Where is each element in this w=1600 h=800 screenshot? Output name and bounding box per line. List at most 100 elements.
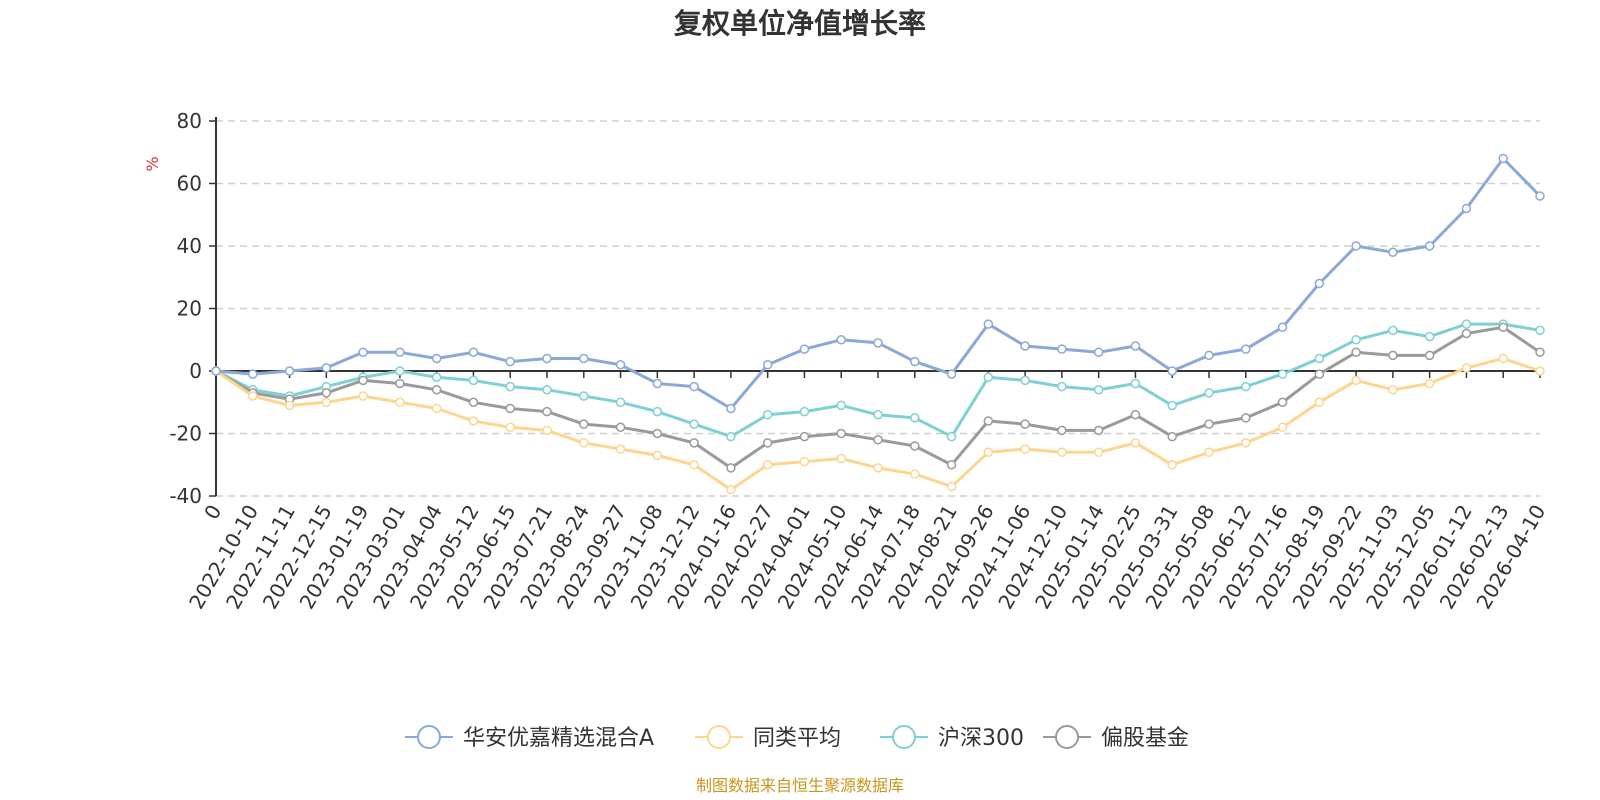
data-point	[358, 375, 368, 386]
data-point	[284, 366, 295, 376]
data-point	[542, 425, 552, 436]
data-point	[468, 375, 479, 386]
data-point	[284, 400, 295, 411]
data-point	[836, 453, 846, 464]
data-point	[1498, 153, 1508, 164]
data-point	[1535, 347, 1545, 357]
data-point	[321, 388, 332, 398]
data-point	[1314, 278, 1325, 289]
data-point	[910, 413, 920, 423]
data-point	[946, 481, 957, 492]
data-point	[1424, 350, 1435, 361]
data-point	[1277, 369, 1288, 379]
data-point	[1130, 378, 1141, 389]
source-note: 制图数据来自恒生聚源数据库	[696, 776, 904, 795]
legend-label: 华安优嘉精选混合A	[463, 726, 654, 751]
data-point	[615, 422, 626, 432]
data-point	[910, 441, 920, 451]
data-point	[873, 410, 883, 420]
data-point	[726, 485, 736, 495]
data-point	[358, 391, 368, 401]
data-point	[615, 397, 626, 407]
data-point	[1241, 344, 1251, 354]
data-point	[983, 372, 994, 382]
data-point	[1461, 319, 1472, 329]
legend-item[interactable]: 偏股基金	[1043, 725, 1189, 751]
data-point	[542, 353, 552, 364]
data-point	[321, 397, 332, 407]
data-point	[505, 356, 515, 367]
y-tick-label: 40	[177, 234, 202, 258]
data-point	[762, 410, 773, 420]
legend-item[interactable]: 华安优嘉精选混合A	[405, 725, 654, 751]
y-axis-unit: %	[143, 156, 162, 171]
data-point	[1461, 363, 1472, 373]
data-point	[652, 406, 663, 417]
data-point	[615, 360, 626, 370]
data-point	[358, 347, 368, 357]
data-point	[395, 347, 405, 357]
data-point	[652, 378, 663, 389]
data-point	[1130, 341, 1141, 351]
y-tick-label: 60	[177, 172, 202, 196]
data-point	[983, 447, 994, 457]
data-point	[1167, 460, 1177, 470]
data-point	[1093, 425, 1104, 436]
data-point	[726, 403, 736, 414]
data-point	[1093, 385, 1104, 395]
data-point	[799, 344, 810, 354]
legend-item[interactable]: 沪深300	[880, 725, 1024, 751]
data-point	[395, 397, 405, 407]
data-point	[1388, 325, 1398, 336]
data-point	[1241, 438, 1251, 448]
data-point	[211, 366, 221, 376]
y-tick-label: 80	[177, 109, 202, 133]
data-point	[579, 353, 589, 364]
data-point	[1498, 353, 1508, 364]
legend-label: 同类平均	[753, 726, 841, 751]
series-1	[211, 353, 1545, 495]
data-point	[1535, 191, 1545, 201]
data-point	[1388, 350, 1398, 361]
data-point	[1167, 400, 1177, 411]
data-point	[1204, 419, 1214, 429]
series-0	[211, 153, 1545, 414]
data-point	[1241, 381, 1251, 392]
data-point	[1388, 247, 1398, 257]
y-tick-label: -40	[169, 484, 202, 508]
data-point	[799, 431, 810, 442]
data-point	[1535, 325, 1545, 336]
data-point	[395, 366, 405, 376]
data-point	[873, 463, 883, 473]
data-point	[910, 469, 920, 479]
data-point	[1351, 347, 1361, 357]
data-point	[946, 431, 957, 442]
data-point	[910, 356, 920, 367]
data-point	[615, 444, 626, 454]
data-point	[1020, 444, 1030, 454]
data-point	[762, 460, 773, 470]
data-point	[762, 360, 773, 370]
data-point	[652, 428, 663, 439]
legend-item[interactable]: 同类平均	[695, 725, 841, 751]
data-point	[1424, 378, 1435, 389]
y-tick-label: 0	[189, 359, 202, 383]
series-group	[211, 153, 1545, 495]
data-point	[321, 363, 332, 373]
data-point	[1351, 335, 1361, 345]
data-point	[689, 438, 699, 448]
data-point	[873, 435, 883, 445]
data-point	[1020, 341, 1030, 351]
data-point	[689, 381, 699, 392]
data-point	[983, 319, 994, 329]
legend[interactable]: 华安优嘉精选混合A 同类平均 沪深300 偏股基金	[405, 725, 1189, 751]
data-point	[1314, 397, 1325, 407]
data-point	[1314, 353, 1325, 364]
data-point	[689, 419, 699, 429]
data-point	[431, 372, 442, 382]
data-point	[468, 347, 479, 357]
data-point	[1461, 203, 1472, 214]
data-point	[542, 406, 552, 417]
data-point	[1351, 375, 1361, 386]
